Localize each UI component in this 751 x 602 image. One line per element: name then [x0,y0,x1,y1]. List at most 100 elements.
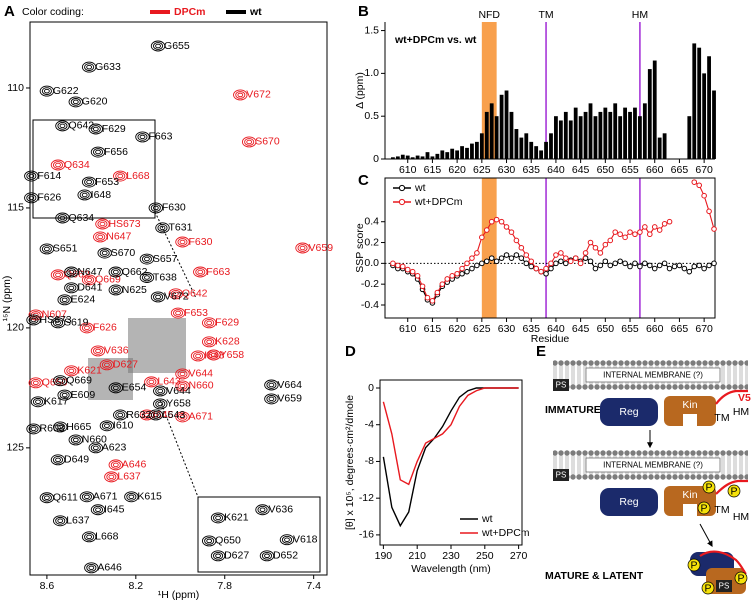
peak [39,243,55,255]
contour [66,283,77,292]
peak-label: A671 [93,491,118,503]
peak-label: A646 [97,562,122,574]
contour [39,243,55,255]
contour [128,494,135,500]
y-tick-label: 1.5 [364,24,379,36]
marker [479,234,485,241]
marker [464,260,470,267]
peak [64,365,79,377]
membrane-label: INTERNAL MEMBRANE (?) [603,371,703,380]
peak-label: N647 [106,231,131,243]
panel-label: B [358,3,369,20]
contour [55,320,61,326]
x-tick-label: 630 [498,164,516,176]
peak [108,284,124,296]
x-tick-label: 620 [448,323,466,335]
marker [454,270,460,277]
contour [26,423,41,435]
contour [237,92,244,98]
peak-label: L668 [126,170,150,182]
contour [150,291,166,303]
contour [155,387,166,395]
y-tick-label: 125 [6,442,24,454]
bar [470,143,474,159]
peak [55,212,70,224]
y-tick-label: -8 [365,455,374,467]
bar [494,116,499,159]
x-tick-label: 270 [510,550,528,562]
contour [108,459,124,471]
contour [99,420,115,432]
phospho [734,571,748,585]
y-axis-label: SSP score [354,223,366,273]
legend-label: wt+DPCm [414,196,463,208]
marker [612,260,619,267]
contour [279,534,295,546]
marker [419,283,426,290]
peak-label: S670 [255,136,280,148]
bar [435,153,440,159]
bar [603,107,608,159]
bar [474,141,479,159]
contour [135,131,150,143]
peak-label: Q662 [122,266,148,278]
peak [206,349,221,361]
marker [602,258,609,265]
phospho-label: P [700,502,707,514]
peak-label: V636 [104,345,129,357]
contour [155,43,161,49]
bar [415,155,420,159]
peak-label: I645 [104,504,125,516]
contour [92,148,104,156]
contour [159,225,166,231]
contour [150,204,161,212]
marker [513,252,520,258]
contour [79,322,95,334]
contour [201,317,217,329]
contour [139,134,146,140]
contour [175,236,190,248]
contour [28,316,39,324]
peak [175,236,190,248]
marker [513,237,520,244]
x-tick-label: 635 [522,323,540,335]
bar [563,111,568,159]
contour [204,337,215,346]
peak [77,189,92,201]
peak-label: Q634 [68,212,94,224]
contour [39,85,55,97]
contour [101,421,112,430]
y-tick-label: -4 [365,418,374,430]
peak-label: E654 [122,382,147,394]
bar [568,120,573,159]
marker [488,218,495,225]
contour [92,505,104,514]
contour [117,412,124,418]
y-tick-label: 0 [368,382,374,394]
contour [108,474,115,480]
peak [113,409,128,421]
inset-box [197,496,321,573]
contour [157,388,164,394]
peak-label: D627 [224,550,249,562]
phospho [701,581,715,595]
contour [112,385,119,391]
marker [632,231,638,238]
contour [206,339,213,345]
y-tick-label: 0.4 [364,215,379,227]
marker [587,239,594,246]
contour [24,170,39,182]
legend-title: Color coding: [22,6,84,18]
contour [28,425,39,433]
bar [400,154,405,159]
peak [210,550,226,562]
x-tick-label: 625 [473,323,491,335]
contour [30,317,37,323]
contour [92,445,99,451]
contour [177,413,188,421]
marker [691,179,698,185]
contour [255,504,270,516]
contour [39,492,55,504]
contour [177,370,188,378]
